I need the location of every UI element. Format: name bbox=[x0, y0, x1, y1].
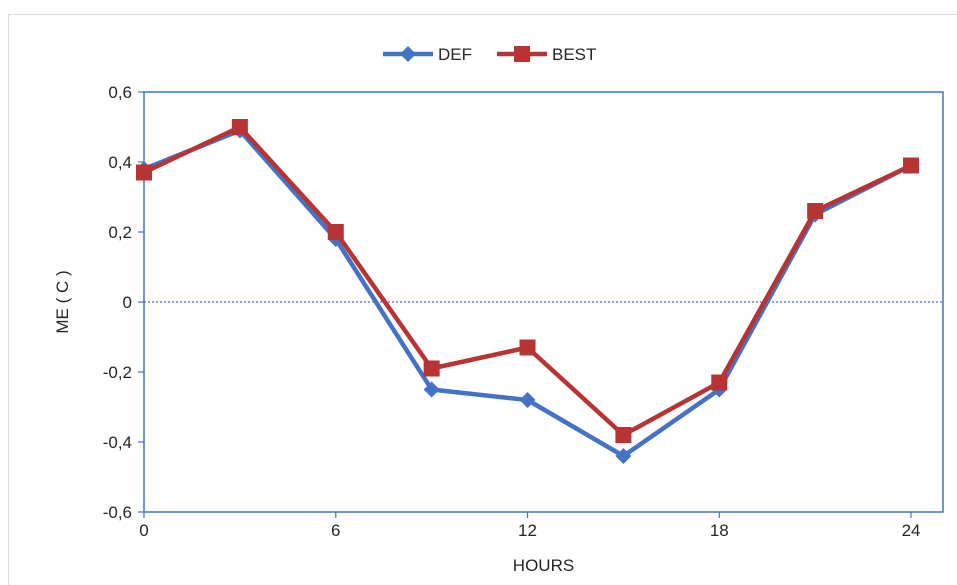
y-tick-label: 0,4 bbox=[108, 153, 132, 172]
y-tick-label: 0,2 bbox=[108, 223, 132, 242]
x-tick-label: 6 bbox=[331, 521, 340, 540]
y-tick-label: 0,6 bbox=[108, 83, 132, 102]
data-point-marker bbox=[423, 381, 440, 398]
data-point-marker bbox=[519, 339, 536, 356]
data-point-marker bbox=[903, 157, 920, 174]
chart-frame bbox=[8, 14, 957, 585]
data-point-marker bbox=[400, 46, 416, 62]
data-point-marker bbox=[423, 360, 440, 377]
y-tick-label: -0,6 bbox=[103, 503, 132, 522]
axis-ticks: -0,6 -0,4 -0,2 0 0,2 0,4 0,6 0 6 12 18 24 bbox=[103, 83, 921, 540]
x-tick-label: 18 bbox=[710, 521, 729, 540]
y-tick-label: -0,2 bbox=[103, 363, 132, 382]
y-tick-label: -0,4 bbox=[103, 433, 132, 452]
data-point-marker bbox=[711, 374, 728, 391]
x-tick-label: 0 bbox=[139, 521, 148, 540]
series-line bbox=[143, 124, 913, 438]
data-point-marker bbox=[136, 164, 152, 181]
legend-entry-def: DEF bbox=[383, 45, 472, 64]
data-point-marker bbox=[615, 448, 632, 464]
x-tick-label: 24 bbox=[902, 521, 921, 540]
data-point-marker bbox=[327, 224, 344, 240]
data-point-marker bbox=[231, 119, 248, 135]
legend-entry-best: BEST bbox=[497, 45, 596, 64]
data-point-marker bbox=[519, 392, 536, 408]
series-layer bbox=[136, 119, 920, 464]
x-axis-title: HOURS bbox=[513, 556, 574, 575]
x-tick-label: 12 bbox=[518, 521, 537, 540]
series-best bbox=[136, 119, 920, 443]
legend-label: BEST bbox=[552, 45, 596, 64]
y-axis-title: ME ( C ) bbox=[53, 270, 72, 333]
data-point-marker bbox=[615, 427, 632, 443]
legend: DEF BEST bbox=[383, 45, 596, 64]
y-tick-label: 0 bbox=[123, 293, 132, 312]
data-point-marker bbox=[807, 203, 824, 219]
data-point-marker bbox=[514, 46, 530, 62]
series-def bbox=[136, 122, 920, 464]
legend-label: DEF bbox=[438, 45, 472, 64]
